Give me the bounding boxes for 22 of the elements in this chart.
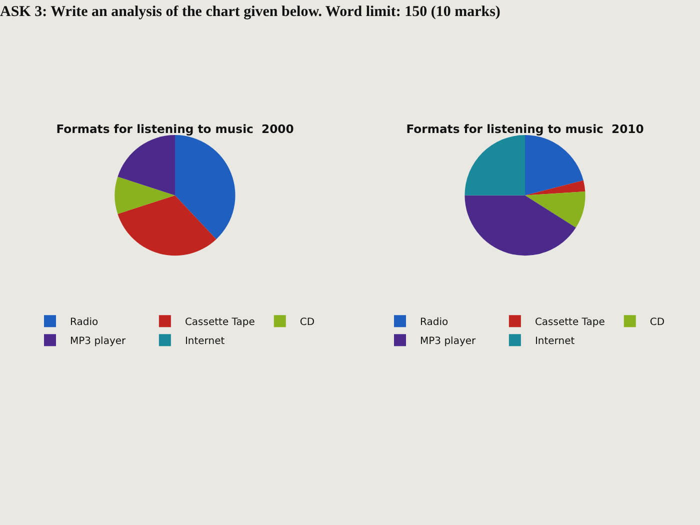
legend-label: Radio xyxy=(420,317,448,328)
legend-label: Internet xyxy=(184,336,225,348)
pie-slice xyxy=(464,135,525,196)
pie-slice xyxy=(525,180,586,196)
legend-label: CD xyxy=(650,317,665,328)
legend-label: MP3 player xyxy=(70,336,127,348)
legend-label: Cassette Tape xyxy=(184,317,255,328)
pie-slice xyxy=(114,176,175,214)
text: ASK 3: Write an analysis of the chart given below. Word limit: 150 (10 marks) xyxy=(0,4,500,21)
pie-slice xyxy=(525,135,584,196)
legend-label: CD xyxy=(300,317,315,328)
legend-label: MP3 player xyxy=(420,336,477,348)
legend-label: Radio xyxy=(70,317,98,328)
legend-label: Internet xyxy=(534,336,575,348)
pie-slice xyxy=(525,192,586,228)
legend-label: Cassette Tape xyxy=(534,317,605,328)
chart-title: Formats for listening to music 2010 xyxy=(406,122,644,136)
pie-slice xyxy=(175,135,236,240)
pie-slice xyxy=(118,135,175,196)
pie-slice xyxy=(464,195,576,256)
pie-slice xyxy=(118,195,216,256)
chart-title: Formats for listening to music 2000 xyxy=(56,122,294,136)
